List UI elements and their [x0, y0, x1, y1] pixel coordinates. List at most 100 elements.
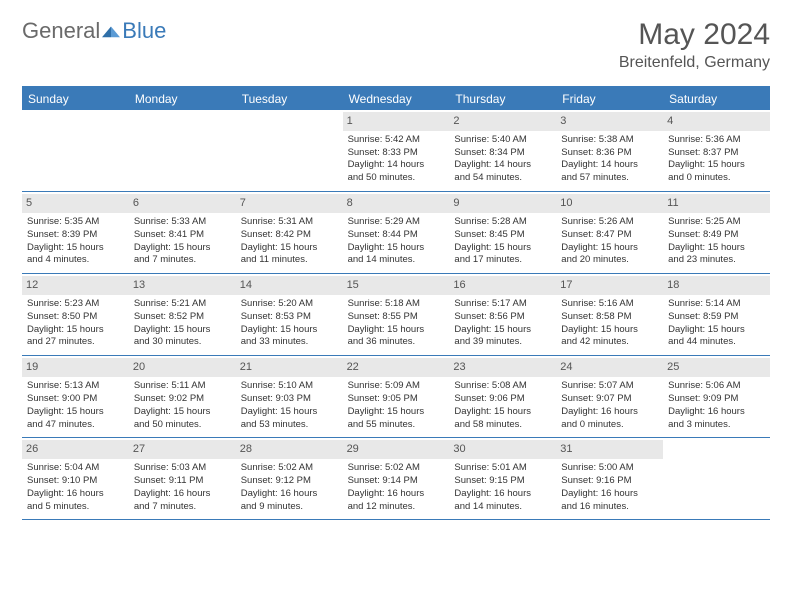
info-line: Daylight: 15 hours — [454, 324, 551, 337]
info-line: Sunrise: 5:18 AM — [348, 298, 445, 311]
info-line: and 39 minutes. — [454, 336, 551, 349]
day-label: Sunday — [22, 88, 129, 110]
info-line: Daylight: 15 hours — [561, 242, 658, 255]
day-info: Sunrise: 5:28 AMSunset: 8:45 PMDaylight:… — [453, 216, 552, 267]
location: Breitenfeld, Germany — [619, 54, 770, 72]
info-line: Daylight: 15 hours — [134, 242, 231, 255]
day-number: 27 — [129, 440, 236, 459]
day-number: 6 — [129, 194, 236, 213]
day-info: Sunrise: 5:38 AMSunset: 8:36 PMDaylight:… — [560, 134, 659, 185]
info-line: Sunset: 8:39 PM — [27, 229, 124, 242]
day-info: Sunrise: 5:09 AMSunset: 9:05 PMDaylight:… — [347, 380, 446, 431]
day-number: 19 — [22, 358, 129, 377]
info-line: Sunrise: 5:17 AM — [454, 298, 551, 311]
day-info: Sunrise: 5:25 AMSunset: 8:49 PMDaylight:… — [667, 216, 766, 267]
info-line: and 0 minutes. — [668, 172, 765, 185]
day-label: Wednesday — [343, 88, 450, 110]
day-number: 4 — [663, 112, 770, 131]
info-line: Sunrise: 5:07 AM — [561, 380, 658, 393]
info-line: Sunset: 8:33 PM — [348, 147, 445, 160]
day-info: Sunrise: 5:01 AMSunset: 9:15 PMDaylight:… — [453, 462, 552, 513]
day-number: 3 — [556, 112, 663, 131]
calendar-cell: 10Sunrise: 5:26 AMSunset: 8:47 PMDayligh… — [556, 192, 663, 274]
calendar-cell: 9Sunrise: 5:28 AMSunset: 8:45 PMDaylight… — [449, 192, 556, 274]
info-line: Daylight: 16 hours — [348, 488, 445, 501]
info-line: and 11 minutes. — [241, 254, 338, 267]
day-number: 14 — [236, 276, 343, 295]
info-line: and 55 minutes. — [348, 419, 445, 432]
month-title: May 2024 — [619, 18, 770, 52]
info-line: Daylight: 16 hours — [27, 488, 124, 501]
info-line: Daylight: 15 hours — [27, 406, 124, 419]
info-line: and 7 minutes. — [134, 254, 231, 267]
info-line: Daylight: 15 hours — [348, 324, 445, 337]
calendar-cell: 8 Sunrise: 5:29 AMSunset: 8:44 PMDaylight… — [343, 192, 450, 274]
day-number: 11 — [663, 194, 770, 213]
info-line: and 14 minutes. — [348, 254, 445, 267]
info-line: Daylight: 15 hours — [454, 406, 551, 419]
day-info: Sunrise: 5:35 AMSunset: 8:39 PMDaylight:… — [26, 216, 125, 267]
info-line: Daylight: 14 hours — [561, 159, 658, 172]
day-number: 16 — [449, 276, 556, 295]
info-line: Daylight: 16 hours — [561, 406, 658, 419]
info-line: Sunrise: 5:13 AM — [27, 380, 124, 393]
info-line: Sunrise: 5:21 AM — [134, 298, 231, 311]
info-line: Daylight: 16 hours — [134, 488, 231, 501]
day-label: Saturday — [663, 88, 770, 110]
calendar-cell — [129, 110, 236, 192]
calendar-cell: 4Sunrise: 5:36 AMSunset: 8:37 PMDaylight… — [663, 110, 770, 192]
day-label: Thursday — [449, 88, 556, 110]
calendar-cell: 27Sunrise: 5:03 AMSunset: 9:11 PMDayligh… — [129, 438, 236, 520]
day-info: Sunrise: 5:02 AMSunset: 9:12 PMDaylight:… — [240, 462, 339, 513]
info-line: and 5 minutes. — [27, 501, 124, 514]
info-line: Daylight: 16 hours — [561, 488, 658, 501]
info-line: Sunset: 8:59 PM — [668, 311, 765, 324]
info-line: and 17 minutes. — [454, 254, 551, 267]
info-line: Sunrise: 5:01 AM — [454, 462, 551, 475]
calendar-cell: 16Sunrise: 5:17 AMSunset: 8:56 PMDayligh… — [449, 274, 556, 356]
info-line: Daylight: 14 hours — [454, 159, 551, 172]
day-number: 2 — [449, 112, 556, 131]
info-line: Sunrise: 5:06 AM — [668, 380, 765, 393]
info-line: Daylight: 15 hours — [561, 324, 658, 337]
info-line: Sunrise: 5:25 AM — [668, 216, 765, 229]
info-line: and 54 minutes. — [454, 172, 551, 185]
day-info: Sunrise: 5:42 AMSunset: 8:33 PMDaylight:… — [347, 134, 446, 185]
info-line: Sunset: 8:52 PM — [134, 311, 231, 324]
day-number: 10 — [556, 194, 663, 213]
info-line: and 12 minutes. — [348, 501, 445, 514]
day-number: 8 — [343, 194, 450, 213]
info-line: and 14 minutes. — [454, 501, 551, 514]
info-line: and 50 minutes. — [348, 172, 445, 185]
info-line: Sunset: 8:50 PM — [27, 311, 124, 324]
day-info: Sunrise: 5:29 AMSunset: 8:44 PMDaylight:… — [347, 216, 446, 267]
info-line: and 53 minutes. — [241, 419, 338, 432]
info-line: Sunset: 9:09 PM — [668, 393, 765, 406]
info-line: Sunrise: 5:03 AM — [134, 462, 231, 475]
info-line: Sunrise: 5:14 AM — [668, 298, 765, 311]
day-number: 28 — [236, 440, 343, 459]
info-line: and 33 minutes. — [241, 336, 338, 349]
calendar-cell: 3 Sunrise: 5:38 AMSunset: 8:36 PMDaylight… — [556, 110, 663, 192]
calendar-cell: 30Sunrise: 5:01 AMSunset: 9:15 PMDayligh… — [449, 438, 556, 520]
info-line: Sunrise: 5:11 AM — [134, 380, 231, 393]
day-label: Tuesday — [236, 88, 343, 110]
day-info: Sunrise: 5:21 AMSunset: 8:52 PMDaylight:… — [133, 298, 232, 349]
day-number: 17 — [556, 276, 663, 295]
info-line: and 47 minutes. — [27, 419, 124, 432]
day-info: Sunrise: 5:16 AMSunset: 8:58 PMDaylight:… — [560, 298, 659, 349]
calendar-cell: 1Sunrise: 5:42 AMSunset: 8:33 PMDaylight… — [343, 110, 450, 192]
info-line: Sunrise: 5:33 AM — [134, 216, 231, 229]
info-line: Sunset: 8:37 PM — [668, 147, 765, 160]
info-line: Daylight: 15 hours — [348, 406, 445, 419]
day-number: 26 — [22, 440, 129, 459]
info-line: and 30 minutes. — [134, 336, 231, 349]
day-number: 5 — [22, 194, 129, 213]
info-line: Sunrise: 5:04 AM — [27, 462, 124, 475]
logo-text-general: General — [22, 18, 100, 44]
info-line: Daylight: 16 hours — [668, 406, 765, 419]
calendar-cell: 18Sunrise: 5:14 AMSunset: 8:59 PMDayligh… — [663, 274, 770, 356]
info-line: and 20 minutes. — [561, 254, 658, 267]
info-line: Sunset: 9:16 PM — [561, 475, 658, 488]
day-info: Sunrise: 5:06 AMSunset: 9:09 PMDaylight:… — [667, 380, 766, 431]
